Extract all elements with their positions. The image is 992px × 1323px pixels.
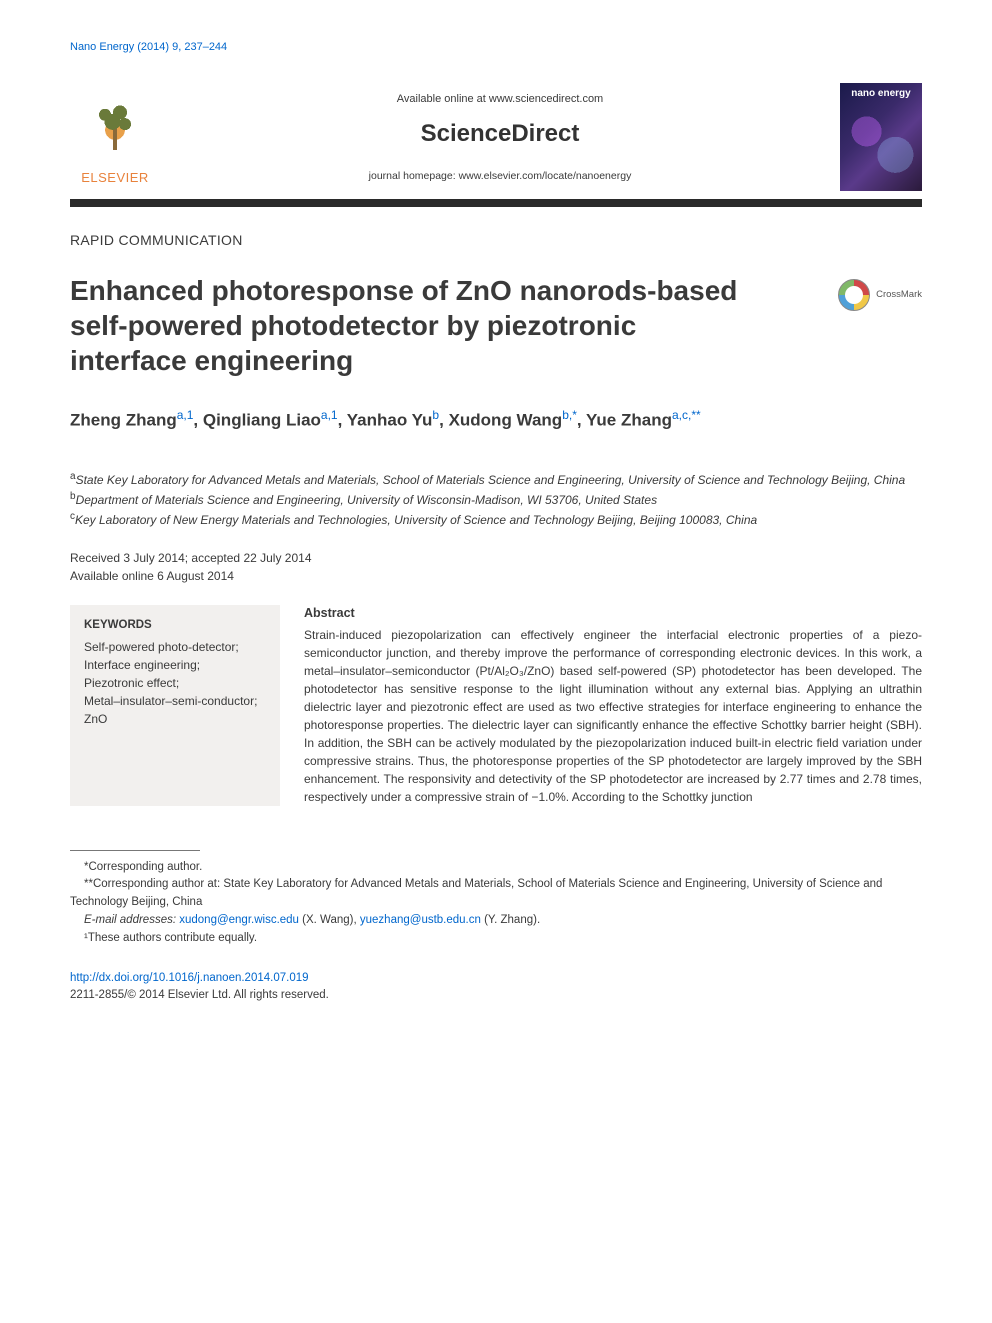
available-online-text: Available online at www.sciencedirect.co… — [160, 92, 840, 107]
sciencedirect-logo[interactable]: ScienceDirect — [160, 117, 840, 151]
doi-link[interactable]: http://dx.doi.org/10.1016/j.nanoen.2014.… — [70, 972, 309, 984]
keyword-item: Metal–insulator–semi-conductor; — [84, 692, 266, 710]
article-title: Enhanced photoresponse of ZnO nanorods-b… — [70, 273, 760, 378]
elsevier-logo[interactable]: ELSEVIER — [70, 87, 160, 187]
keywords-box: KEYWORDS Self-powered photo-detector; In… — [70, 605, 280, 806]
keywords-abstract-row: KEYWORDS Self-powered photo-detector; In… — [70, 605, 922, 806]
equal-contribution-note: ¹These authors contribute equally. — [70, 930, 922, 948]
affiliations: aState Key Laboratory for Advanced Metal… — [70, 469, 922, 529]
keyword-item: Self-powered photo-detector; — [84, 638, 266, 656]
divider-bar — [70, 199, 922, 207]
corresponding-author-2: **Corresponding author at: State Key Lab… — [70, 876, 922, 912]
article-dates: Received 3 July 2014; accepted 22 July 2… — [70, 549, 922, 585]
crossmark-badge[interactable]: CrossMark — [838, 279, 922, 311]
article-type-label: RAPID COMMUNICATION — [70, 231, 922, 251]
received-accepted-date: Received 3 July 2014; accepted 22 July 2… — [70, 549, 922, 567]
crossmark-label: CrossMark — [876, 288, 922, 301]
abstract-column: Abstract Strain-induced piezopolarizatio… — [304, 605, 922, 806]
authors-list: Zheng Zhanga,1, Qingliang Liaoa,1, Yanha… — [70, 406, 922, 433]
crossmark-icon — [838, 279, 870, 311]
affiliation-b: bDepartment of Materials Science and Eng… — [70, 489, 922, 509]
footnote-rule — [70, 850, 200, 851]
available-online-date: Available online 6 August 2014 — [70, 567, 922, 585]
title-row: Enhanced photoresponse of ZnO nanorods-b… — [70, 273, 922, 378]
abstract-text: Strain-induced piezopolarization can eff… — [304, 626, 922, 806]
email-name-1: (X. Wang), — [299, 914, 360, 926]
doi-block: http://dx.doi.org/10.1016/j.nanoen.2014.… — [70, 970, 922, 1005]
affiliation-a: aState Key Laboratory for Advanced Metal… — [70, 469, 922, 489]
footnotes: *Corresponding author. **Corresponding a… — [70, 859, 922, 948]
keyword-item: Interface engineering; — [84, 656, 266, 674]
email-link-2[interactable]: yuezhang@ustb.edu.cn — [360, 914, 481, 926]
keyword-item: ZnO — [84, 710, 266, 728]
keyword-item: Piezotronic effect; — [84, 674, 266, 692]
journal-cover-title: nano energy — [840, 87, 922, 101]
journal-homepage-text: journal homepage: www.elsevier.com/locat… — [160, 169, 840, 184]
elsevier-tree-icon — [80, 95, 150, 165]
copyright-line: 2211-2855/© 2014 Elsevier Ltd. All right… — [70, 989, 329, 1001]
keywords-heading: KEYWORDS — [84, 617, 266, 634]
email-addresses-line: E-mail addresses: xudong@engr.wisc.edu (… — [70, 912, 922, 930]
email-link-1[interactable]: xudong@engr.wisc.edu — [179, 914, 299, 926]
citation-line[interactable]: Nano Energy (2014) 9, 237–244 — [70, 40, 922, 55]
email-label: E-mail addresses: — [84, 914, 179, 926]
header-center: Available online at www.sciencedirect.co… — [160, 92, 840, 184]
header-block: ELSEVIER Available online at www.science… — [70, 83, 922, 191]
elsevier-wordmark: ELSEVIER — [81, 169, 149, 187]
affiliation-c: cKey Laboratory of New Energy Materials … — [70, 509, 922, 529]
corresponding-author-1: *Corresponding author. — [70, 859, 922, 877]
journal-cover-thumbnail[interactable]: nano energy — [840, 83, 922, 191]
email-name-2: (Y. Zhang). — [481, 914, 540, 926]
abstract-heading: Abstract — [304, 605, 922, 623]
